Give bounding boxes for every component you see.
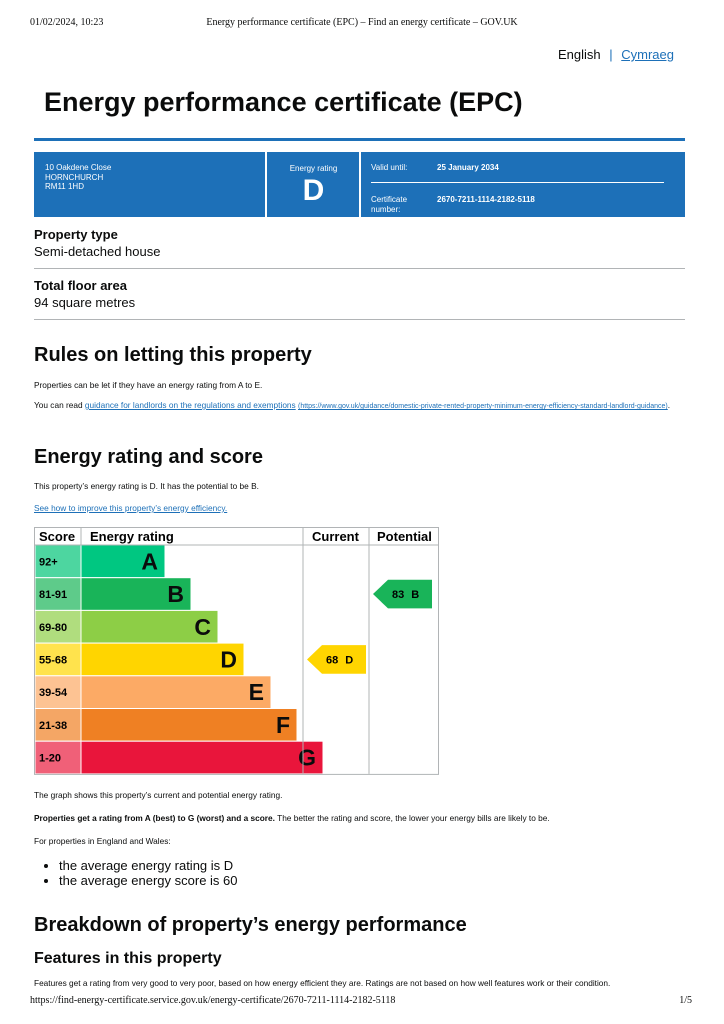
paragraph: Properties can be let if they have an en… bbox=[34, 380, 263, 390]
band-score: 92+ bbox=[39, 556, 58, 568]
band-score: 39-54 bbox=[39, 687, 68, 699]
band-letter: E bbox=[249, 679, 264, 705]
text: . bbox=[667, 400, 671, 410]
paragraph: The graph shows this property’s current … bbox=[34, 790, 283, 800]
title-rule bbox=[34, 138, 685, 141]
section-heading: Energy rating and score bbox=[34, 446, 263, 468]
divider bbox=[265, 152, 267, 217]
band-score: 21-38 bbox=[39, 720, 67, 732]
sub-heading: Features in this property bbox=[34, 950, 222, 967]
paragraph: You can read guidance for landlords on t… bbox=[34, 400, 689, 412]
print-url: https://find-energy-certificate.service.… bbox=[30, 995, 396, 1006]
epc-chart: Score Energy rating Current Potential 92+ A 81… bbox=[34, 527, 439, 775]
band-score: 81-91 bbox=[39, 589, 67, 601]
divider bbox=[359, 152, 361, 217]
band-letter: B bbox=[167, 581, 184, 607]
chart-border bbox=[34, 527, 439, 775]
address-line: 10 Oakdene Close bbox=[45, 163, 112, 172]
column-header: Energy rating bbox=[90, 529, 174, 544]
bold-text: Properties get a rating from A (best) to… bbox=[34, 813, 275, 823]
paragraph: Properties get a rating from A (best) to… bbox=[34, 813, 550, 824]
certificate-number: 2670-7211-1114-2182-5118 bbox=[437, 195, 535, 204]
potential-score: 83 bbox=[392, 589, 404, 601]
potential-letter: B bbox=[411, 589, 419, 601]
column-header: Potential bbox=[377, 529, 432, 544]
property-value: Semi-detached house bbox=[34, 244, 161, 259]
rating-bar bbox=[80, 642, 245, 677]
property-value: 94 square metres bbox=[34, 295, 136, 310]
language-separator: | bbox=[609, 47, 613, 62]
current-arrow bbox=[307, 645, 366, 674]
rating-bar bbox=[80, 708, 298, 742]
rating-bar bbox=[80, 609, 219, 644]
language-switch: English | Cymraeg bbox=[558, 47, 674, 62]
property-item: Property type Semi-detached house bbox=[34, 226, 160, 260]
divider bbox=[371, 182, 664, 183]
band-score: 55-68 bbox=[39, 654, 67, 666]
rating-bar bbox=[80, 740, 324, 775]
paragraph: This property’s energy rating is D. It h… bbox=[34, 481, 259, 491]
property-item: Total floor area 94 square metres bbox=[34, 277, 135, 311]
column-header: Score bbox=[39, 529, 75, 544]
property-label: Total floor area bbox=[34, 278, 127, 293]
section-heading: Breakdown of property’s energy performan… bbox=[34, 914, 467, 936]
rating-bar bbox=[80, 577, 192, 611]
address-line: HORNCHURCH bbox=[45, 172, 104, 182]
column-header: Current bbox=[312, 529, 360, 544]
band-letter: A bbox=[141, 548, 158, 574]
rating-letter: D bbox=[302, 174, 325, 207]
current-score: 68 bbox=[326, 654, 338, 666]
rating-bar bbox=[80, 675, 272, 710]
text: You can read bbox=[34, 400, 85, 410]
band-score: 69-80 bbox=[39, 622, 67, 634]
print-page: 1/5 bbox=[679, 995, 692, 1006]
valid-date: 25 January 2034 bbox=[437, 163, 499, 172]
potential-label: 83 B bbox=[392, 589, 419, 601]
address-line: RM11 1HD bbox=[45, 182, 84, 191]
print-title: Energy performance certificate (EPC) – F… bbox=[206, 17, 518, 28]
certificate-label: Certificate number: bbox=[371, 195, 408, 214]
text: The better the rating and score, the low… bbox=[274, 813, 550, 823]
rating-label: Energy rating bbox=[289, 164, 338, 173]
language-link[interactable]: Cymraeg bbox=[621, 47, 674, 62]
valid-label: Valid until: bbox=[371, 163, 408, 172]
band-letter: C bbox=[194, 614, 211, 640]
language-current: English bbox=[557, 47, 601, 62]
current-label: 68 D bbox=[326, 654, 353, 666]
score-cell bbox=[34, 708, 82, 742]
summary-box: 10 Oakdene Close HORNCHURCH RM11 1HD Ene… bbox=[34, 152, 685, 217]
current-letter: D bbox=[345, 654, 353, 666]
list-item: the average energy rating is D bbox=[59, 858, 238, 873]
divider bbox=[34, 319, 685, 320]
band-letter: F bbox=[276, 712, 290, 738]
property-label: Property type bbox=[34, 227, 118, 242]
link[interactable]: See how to improve this property’s energ… bbox=[34, 503, 228, 513]
link[interactable]: guidance for landlords on the regulation… bbox=[84, 400, 296, 410]
potential-arrow bbox=[373, 579, 432, 609]
band-score: 1-20 bbox=[39, 753, 61, 765]
section-heading: Rules on letting this property bbox=[34, 344, 312, 366]
rating-bar bbox=[80, 544, 166, 579]
averages-list: the average energy rating is D the avera… bbox=[34, 858, 238, 888]
band-letter: D bbox=[220, 646, 237, 672]
page-title: Energy performance certificate (EPC) bbox=[44, 87, 523, 117]
list-item: the average energy score is 60 bbox=[59, 873, 238, 888]
paragraph: Features get a rating from very good to … bbox=[34, 978, 611, 988]
link-url[interactable]: (https://www.gov.uk/guidance/domestic-pr… bbox=[298, 403, 668, 410]
paragraph: For properties in England and Wales: bbox=[34, 836, 171, 846]
print-date: 01/02/2024, 10:23 bbox=[30, 17, 104, 28]
divider bbox=[34, 268, 685, 269]
band-letter: G bbox=[298, 745, 316, 771]
address: 10 Oakdene Close HORNCHURCH RM11 1HD bbox=[45, 163, 111, 192]
